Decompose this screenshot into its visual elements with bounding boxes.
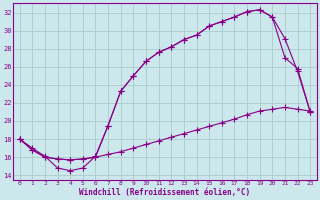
X-axis label: Windchill (Refroidissement éolien,°C): Windchill (Refroidissement éolien,°C) (79, 188, 251, 197)
